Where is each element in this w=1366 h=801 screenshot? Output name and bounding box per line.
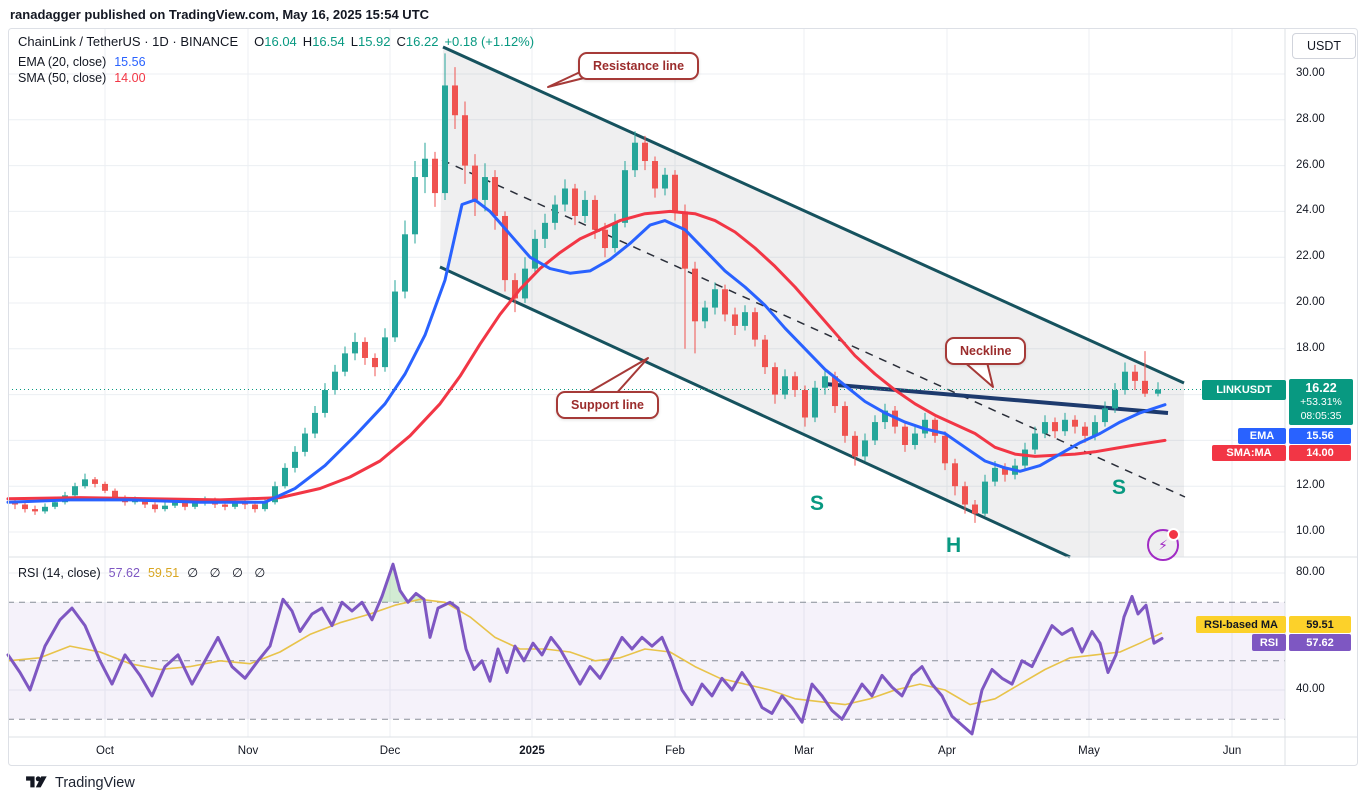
price-tick-label: 24.00 [1296, 204, 1325, 217]
tradingview-wordmark: TradingView [55, 774, 135, 791]
sma-value-tag[interactable]: 14.00 [1289, 445, 1351, 461]
symbol-title: ChainLink / TetherUS · 1D · BINANCE [18, 34, 239, 49]
time-tick-label: 2025 [519, 745, 545, 757]
rsi-ma-value-tag[interactable]: 59.51 [1289, 616, 1351, 633]
low-value: 15.92 [357, 34, 391, 49]
rsi-legend-label: RSI (14, close) [18, 566, 101, 580]
symbol-price-line-tag[interactable]: LINKUSDT [1202, 380, 1286, 400]
price-tick-label: 12.00 [1296, 479, 1325, 492]
tradingview-logo-icon [26, 776, 47, 788]
rsi-tick-label: 40.00 [1296, 683, 1325, 695]
neckline-callout[interactable]: Neckline [945, 337, 1027, 365]
boost-reactions-icon[interactable]: ⚡ [1147, 528, 1180, 561]
time-tick-label: Apr [938, 745, 956, 757]
price-tick-label: 26.00 [1296, 158, 1325, 171]
ema-name-tag[interactable]: EMA [1238, 428, 1286, 444]
ema-legend-label: EMA (20, close) [18, 55, 107, 69]
sma-name-tag[interactable]: SMA:MA [1212, 445, 1286, 461]
time-tick-label: Oct [96, 745, 114, 757]
close-label: C [396, 34, 406, 49]
change-value: +0.18 (+1.12%) [444, 34, 535, 49]
rsi-empty-values: ∅ ∅ ∅ ∅ [187, 566, 270, 580]
tradingview-footer[interactable]: TradingView [26, 774, 135, 791]
sma-legend-label: SMA (50, close) [18, 71, 107, 85]
lightning-icon: ⚡ [1158, 537, 1168, 553]
open-value: 16.04 [264, 34, 297, 49]
open-label: O [254, 34, 265, 49]
ema-value-tag[interactable]: 15.56 [1289, 428, 1351, 444]
currency-unit-button[interactable]: USDT [1292, 33, 1356, 59]
close-value: 16.22 [405, 34, 439, 49]
rsi-value-tag[interactable]: 57.62 [1289, 634, 1351, 651]
time-tick-label: May [1078, 745, 1100, 757]
last-price-tag[interactable]: 16.22 +53.31% 08:05:35 [1289, 379, 1353, 425]
change-percent-value: +53.31% [1300, 396, 1342, 408]
high-label: H [302, 34, 313, 49]
rsi-ma-legend-value: 59.51 [147, 566, 180, 580]
rsi-tick-label: 80.00 [1296, 566, 1325, 578]
price-tick-label: 30.00 [1296, 67, 1325, 79]
time-tick-label: Jun [1222, 745, 1242, 757]
ema-legend-value: 15.56 [114, 55, 146, 69]
time-tick-label: Nov [237, 745, 259, 757]
rsi-legend-value: 57.62 [108, 566, 140, 580]
price-tick-label: 18.00 [1296, 341, 1325, 354]
time-tick-label: Feb [665, 745, 685, 757]
rsi-ma-name-tag[interactable]: RSI-based MA [1196, 616, 1286, 633]
support-line-callout[interactable]: Support line [556, 391, 659, 419]
price-tick-label: 10.00 [1296, 525, 1325, 537]
sma-legend: SMA (50, close) 14.00 [18, 71, 146, 85]
sma-legend-value: 14.00 [114, 71, 146, 85]
time-tick-label: Dec [379, 745, 401, 757]
low-label: L [350, 34, 358, 49]
ema-legend: EMA (20, close) 15.56 [18, 55, 146, 69]
time-tick-label: Mar [794, 745, 814, 757]
head-marker[interactable]: H [946, 534, 962, 557]
price-tick-label: 28.00 [1296, 112, 1325, 125]
main-legend: ChainLink / TetherUS · 1D · BINANCE O16.0… [18, 34, 534, 49]
rsi-name-tag[interactable]: RSI [1252, 634, 1286, 651]
price-tick-label: 20.00 [1296, 296, 1325, 308]
notification-dot [1167, 528, 1180, 541]
resistance-line-callout[interactable]: Resistance line [578, 52, 700, 80]
high-value: 16.54 [312, 34, 345, 49]
bar-countdown: 08:05:35 [1300, 410, 1342, 422]
price-tick-label: 22.00 [1296, 250, 1325, 263]
right-shoulder-marker[interactable]: S [1112, 476, 1127, 499]
publish-byline: ranadagger published on TradingView.com,… [10, 7, 430, 22]
left-shoulder-marker[interactable]: S [810, 492, 825, 515]
rsi-legend: RSI (14, close) 57.62 59.51 ∅ ∅ ∅ ∅ [18, 565, 269, 580]
last-price-value: 16.22 [1305, 381, 1337, 395]
